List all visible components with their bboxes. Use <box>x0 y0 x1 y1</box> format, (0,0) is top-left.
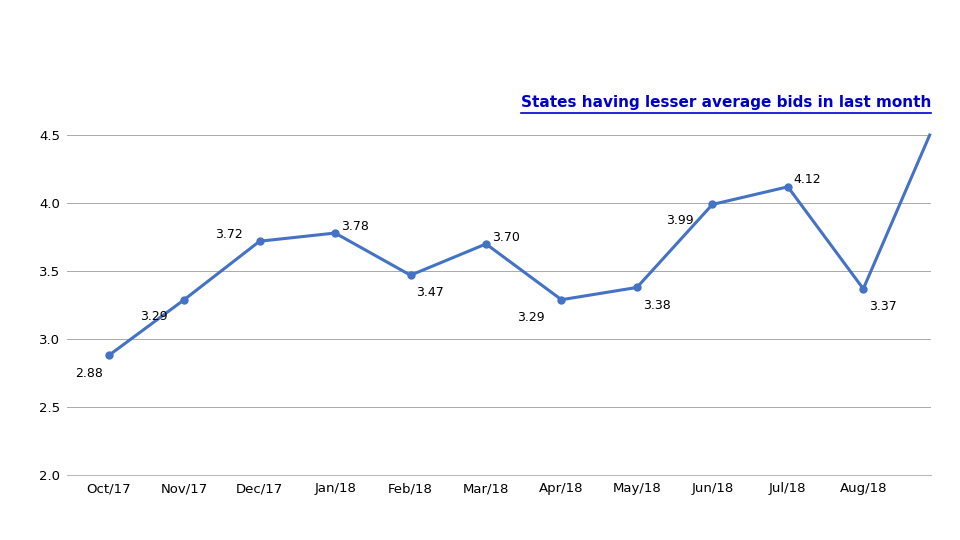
Text: 3.72: 3.72 <box>215 228 243 241</box>
Text: 3.99: 3.99 <box>666 214 693 227</box>
Text: 3.29: 3.29 <box>517 311 545 324</box>
Text: 3.47: 3.47 <box>417 286 444 299</box>
Text: 4.12: 4.12 <box>794 173 822 186</box>
Text: 3.38: 3.38 <box>643 299 671 312</box>
Text: 3.37: 3.37 <box>870 300 897 313</box>
Text: States having lesser average bids in last month: States having lesser average bids in las… <box>521 95 931 110</box>
Text: (National Avg): (National Avg) <box>70 62 188 80</box>
Text: 3.29: 3.29 <box>140 309 168 322</box>
Text: 3.70: 3.70 <box>492 231 520 244</box>
Text: eNAM: eNAM <box>871 25 929 43</box>
Text: 3.78: 3.78 <box>341 220 369 233</box>
Text: 2.88: 2.88 <box>75 367 103 380</box>
Text: Lot: Lot <box>24 64 84 92</box>
Text: Average bids /: Average bids / <box>24 19 248 48</box>
